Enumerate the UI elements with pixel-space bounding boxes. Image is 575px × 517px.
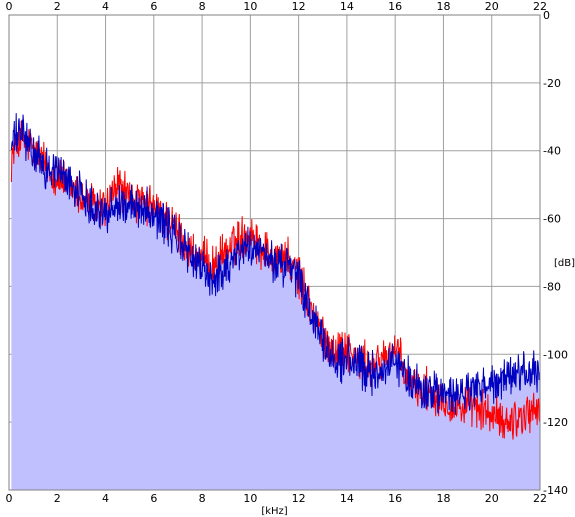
x-tick-label-bottom: 14	[340, 492, 354, 505]
y-tick-label: -120	[543, 416, 568, 429]
y-tick-labels: 0 -20 -40 -60 -80 -100 -120 -140	[543, 9, 568, 497]
x-tick-label-bottom: 8	[199, 492, 206, 505]
y-tick-label: -60	[543, 213, 561, 226]
x-tick-label-bottom: 12	[292, 492, 306, 505]
x-tick-label-bottom: 0	[6, 492, 13, 505]
x-tick-label-bottom: 18	[436, 492, 450, 505]
x-tick-label-top: 12	[292, 0, 306, 13]
series-line-2	[10, 113, 541, 415]
x-tick-label-top: 4	[102, 0, 109, 13]
x-axis-label: [kHz]	[261, 506, 287, 517]
x-tick-label-top: 0	[6, 0, 13, 13]
y-axis-label: [dB]	[554, 258, 575, 269]
x-tick-label-top: 20	[485, 0, 499, 13]
x-tick-label-top: 14	[340, 0, 354, 13]
x-tick-label-bottom: 4	[102, 492, 109, 505]
x-tick-label-top: 6	[150, 0, 157, 13]
x-tick-labels-top: 0 2 4 6 8 10 12 14 16 18 20 22	[6, 0, 548, 13]
x-tick-label-bottom: 10	[243, 492, 257, 505]
x-tick-label-bottom: 22	[533, 492, 547, 505]
x-tick-labels-bottom: 0 2 4 6 8 10 12 14 16 18 20 22	[6, 492, 548, 505]
x-tick-label-bottom: 2	[54, 492, 61, 505]
plot-frame	[8, 14, 541, 491]
series-lines	[10, 113, 541, 440]
x-tick-label-top: 2	[54, 0, 61, 13]
x-tick-label-bottom: 6	[150, 492, 157, 505]
y-tick-label: -140	[543, 484, 568, 497]
y-tick-label: -20	[543, 77, 561, 90]
x-tick-label-top: 10	[243, 0, 257, 13]
y-tick-label: -100	[543, 348, 568, 361]
x-tick-label-bottom: 16	[388, 492, 402, 505]
y-tick-label: -40	[543, 145, 561, 158]
y-tick-label: 0	[543, 9, 550, 22]
x-tick-label-top: 22	[533, 0, 547, 13]
x-tick-label-bottom: 20	[485, 492, 499, 505]
x-tick-label-top: 8	[199, 0, 206, 13]
x-tick-label-top: 18	[436, 0, 450, 13]
y-tick-label: -80	[543, 280, 561, 293]
x-tick-label-top: 16	[388, 0, 402, 13]
